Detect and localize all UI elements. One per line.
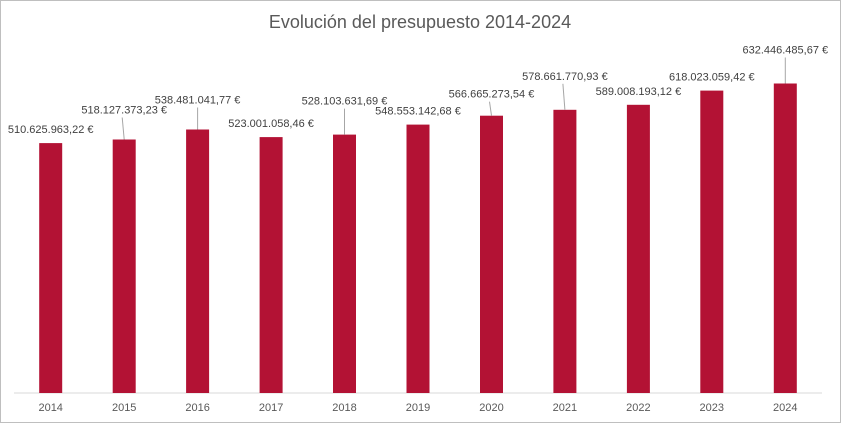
bar-2021 <box>553 109 577 394</box>
data-label-2015: 518.127.373,23 € <box>81 105 167 117</box>
x-tick-label-2020: 2020 <box>479 402 503 414</box>
data-label-2020: 566.665.273,54 € <box>449 89 535 101</box>
data-label-2022: 589.008.193,12 € <box>596 86 682 98</box>
bar-2015 <box>112 139 136 393</box>
x-tick-label-2015: 2015 <box>112 402 136 414</box>
data-label-2021: 578.661.770,93 € <box>522 71 608 83</box>
bar-2024 <box>773 83 797 393</box>
leader-line-2021 <box>562 83 566 110</box>
x-tick-label-2018: 2018 <box>332 402 356 414</box>
x-tick-label-2019: 2019 <box>406 402 430 414</box>
leader-lines-group <box>121 57 786 140</box>
x-tick-label-2022: 2022 <box>626 402 650 414</box>
bar-2018 <box>333 134 356 393</box>
x-tick-labels-group: 2014 2015 2016 2017 2018 2019 2020 2021 2022 2023… <box>38 402 797 414</box>
bar-2023 <box>700 90 724 393</box>
x-tick-label-2017: 2017 <box>259 402 283 414</box>
data-label-2017: 523.001.058,46 € <box>228 118 314 130</box>
data-labels-group: 510.625.963,22 € 518.127.373,23 €538.481.… <box>8 45 828 137</box>
leader-line-2020 <box>489 101 492 116</box>
x-tick-label-2024: 2024 <box>773 402 797 414</box>
data-label-2016: 538.481.041,77 € <box>155 95 241 107</box>
bar-2019 <box>406 124 430 393</box>
chart-title: Evolución del presupuesto 2014-2024 <box>269 12 571 32</box>
x-tick-label-2021: 2021 <box>553 402 577 414</box>
bar-2016 <box>186 129 210 393</box>
x-tick-label-2014: 2014 <box>38 402 62 414</box>
bar-2014 <box>39 143 63 393</box>
data-label-2019: 548.553.142,68 € <box>375 106 461 118</box>
bars-group <box>39 83 797 394</box>
x-tick-label-2016: 2016 <box>185 402 209 414</box>
data-label-2018: 528.103.631,69 € <box>302 96 388 108</box>
x-tick-label-2023: 2023 <box>700 402 724 414</box>
bar-2017 <box>259 137 283 393</box>
data-label-2014: 510.625.963,22 € <box>8 124 94 136</box>
data-label-2023: 618.023.059,42 € <box>669 72 755 84</box>
data-label-2024: 632.446.485,67 € <box>742 45 828 57</box>
leader-line-2015 <box>121 117 125 140</box>
bar-2022 <box>626 104 650 394</box>
bar-2020 <box>480 115 503 393</box>
